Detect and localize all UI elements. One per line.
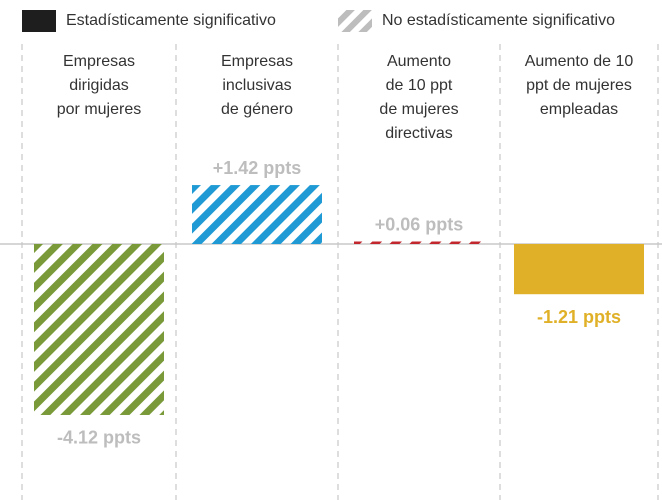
value-label: +1.42 ppts	[213, 158, 302, 178]
category-label: Empresas inclusivas de género	[220, 53, 294, 118]
legend-swatch	[22, 10, 56, 32]
bar	[354, 241, 484, 244]
category-label: Empresas dirigidas por mujeres	[56, 53, 142, 118]
category-label: Aumento de 10 ppt de mujeres directivas	[379, 53, 459, 142]
value-label: -1.21 ppts	[537, 307, 621, 327]
bar	[514, 244, 644, 295]
value-label: -4.12 ppts	[57, 428, 141, 448]
legend-label: No estadísticamente significativo	[382, 12, 615, 29]
value-label: +0.06 ppts	[375, 214, 464, 234]
bar	[34, 244, 164, 415]
category-label: Aumento de 10 ppt de mujeres empleadas	[524, 53, 634, 118]
legend-label: Estadísticamente significativo	[66, 12, 276, 29]
bar	[192, 185, 322, 244]
legend-swatch	[338, 10, 372, 32]
